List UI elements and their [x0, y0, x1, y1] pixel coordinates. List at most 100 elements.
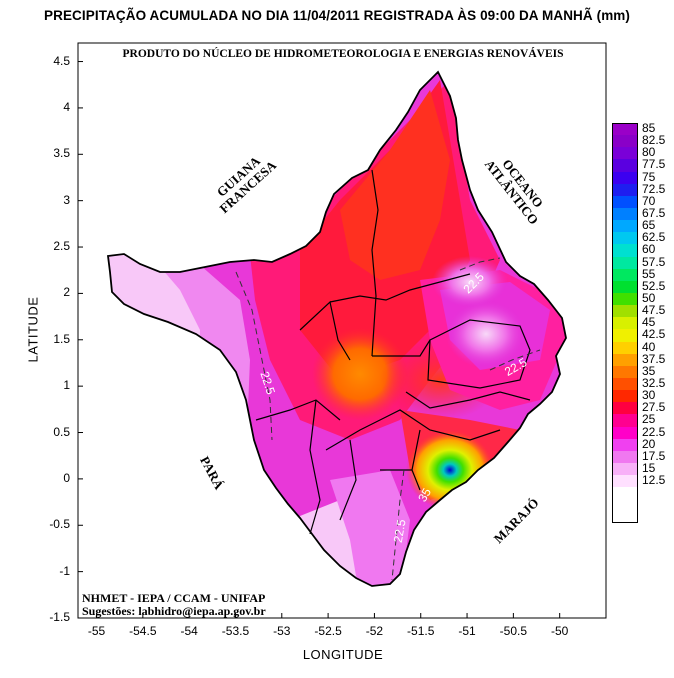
legend-swatch — [612, 414, 638, 427]
legend-label: 72.5 — [642, 181, 666, 196]
legend-row: 35 — [612, 364, 655, 378]
legend-swatch — [612, 390, 638, 403]
legend-label: 22.5 — [642, 424, 666, 439]
legend-row: 25 — [612, 412, 655, 427]
legend-label: 45 — [642, 315, 656, 330]
x-axis-title: LONGITUDE — [302, 647, 384, 662]
state-outline — [106, 70, 567, 587]
y-tick-label: 1.5 — [53, 331, 70, 346]
legend-label: 67.5 — [642, 205, 666, 220]
legend-row: 70 — [612, 194, 655, 208]
legend-label: 70 — [642, 193, 656, 208]
product-banner: PRODUTO DO NÚCLEO DE HIDROMETEOROLOGIA E… — [122, 48, 564, 60]
credit-line1: NHMET - IEPA / CCAM - UNIFAP — [82, 591, 266, 605]
legend-swatch — [612, 438, 638, 451]
x-tick-label: -52 — [365, 624, 384, 638]
y-tick-label: -1.5 — [49, 610, 70, 624]
y-tick-label: 4 — [63, 99, 70, 114]
y-tick-label: 0 — [63, 470, 70, 485]
y-tick-label: 1 — [63, 378, 70, 393]
legend-swatch — [612, 220, 638, 233]
legend-swatch — [612, 353, 638, 366]
legend-swatch — [612, 159, 638, 172]
legend-swatch — [612, 268, 638, 281]
x-tick-label: -51.5 — [407, 624, 435, 638]
legend-row: 27.5 — [612, 400, 665, 415]
x-tick-label: -55 — [87, 624, 106, 638]
legend-row: 62.5 — [612, 230, 665, 245]
legend-row: 45 — [612, 315, 655, 330]
plot-frame — [77, 42, 607, 619]
legend-label: 12.5 — [642, 473, 666, 488]
map-title: PRECIPITAÇÃO ACUMULADA NO DIA 11/04/2011… — [44, 8, 630, 23]
legend-swatch — [612, 256, 638, 269]
legend-label: 15 — [642, 460, 656, 475]
legend-label: 65 — [642, 218, 656, 233]
legend-label: 80 — [642, 145, 656, 160]
legend-row: 55 — [612, 267, 655, 281]
y-tick-label: 3 — [63, 192, 70, 207]
legend-swatch — [612, 341, 638, 354]
y-tick-label: 0.5 — [53, 424, 70, 439]
credit-block: NHMET - IEPA / CCAM - UNIFAP Sugestões: … — [82, 592, 266, 618]
y-ticks — [78, 61, 83, 619]
legend-row: 22.5 — [612, 425, 665, 439]
legend-row: 85 — [612, 121, 655, 136]
legend-label: 40 — [642, 339, 656, 354]
legend-swatch — [612, 280, 638, 293]
legend-swatch — [612, 317, 638, 330]
legend-label: 60 — [642, 242, 656, 257]
legend-swatch — [612, 183, 638, 196]
legend-label: 55 — [642, 266, 656, 281]
legend-row: 17.5 — [612, 449, 665, 463]
legend-swatch — [612, 244, 638, 257]
legend-row: 82.5 — [612, 133, 665, 148]
legend-swatch — [612, 232, 638, 245]
x-tick-label: -52.5 — [314, 624, 342, 638]
legend-row: 57.5 — [612, 255, 665, 269]
legend-row: 15 — [612, 461, 655, 476]
legend-label: 25 — [642, 412, 656, 427]
legend-swatch — [612, 123, 638, 136]
color-legend: 85 82.5 80 77.5 75 72.5 70 67.5 65 62.5 60 57.5 55 52… — [612, 121, 665, 488]
legend-label: 37.5 — [642, 351, 666, 366]
y-tick-label: 4.5 — [53, 53, 70, 68]
x-tick-label: -54.5 — [129, 624, 157, 638]
legend-row: 32.5 — [612, 376, 665, 391]
precipitation-field — [108, 72, 566, 586]
legend-swatch — [612, 195, 638, 208]
legend-swatch — [612, 402, 638, 415]
legend-swatch — [612, 377, 638, 391]
y-tick-label: 2.5 — [53, 239, 70, 254]
legend-label: 82.5 — [642, 133, 666, 148]
legend-swatch — [612, 135, 638, 148]
legend-label: 62.5 — [642, 230, 666, 245]
x-tick-label: -53 — [273, 624, 291, 638]
legend-swatch — [612, 365, 638, 378]
legend-row: 37.5 — [612, 352, 665, 366]
x-tick-label: -53.5 — [221, 624, 250, 638]
x-tick-label: -54 — [180, 624, 198, 638]
y-tick-label: 2 — [63, 285, 70, 300]
legend-label: 50 — [642, 290, 656, 305]
y-axis-title: LATITUDE — [25, 296, 41, 363]
legend-row: 42.5 — [612, 327, 665, 342]
legend-row: 50 — [612, 291, 655, 306]
legend-label: 20 — [642, 436, 656, 451]
legend-label: 35 — [642, 363, 656, 378]
legend-row: 77.5 — [612, 157, 665, 172]
legend-swatch — [612, 462, 638, 476]
legend-label: 57.5 — [642, 254, 666, 269]
legend-label: 77.5 — [642, 157, 666, 172]
y-tick-label: -1 — [59, 563, 70, 578]
legend-row: 65 — [612, 218, 655, 233]
legend-row: 67.5 — [612, 206, 665, 221]
legend-row: 30 — [612, 388, 655, 403]
legend-row: 20 — [612, 437, 655, 451]
legend-label: 17.5 — [642, 448, 666, 463]
legend-label: 52.5 — [642, 278, 666, 293]
legend-label: 30 — [642, 388, 656, 403]
x-tick-label: -51 — [458, 624, 476, 638]
legend-row: 12.5 — [612, 473, 665, 488]
